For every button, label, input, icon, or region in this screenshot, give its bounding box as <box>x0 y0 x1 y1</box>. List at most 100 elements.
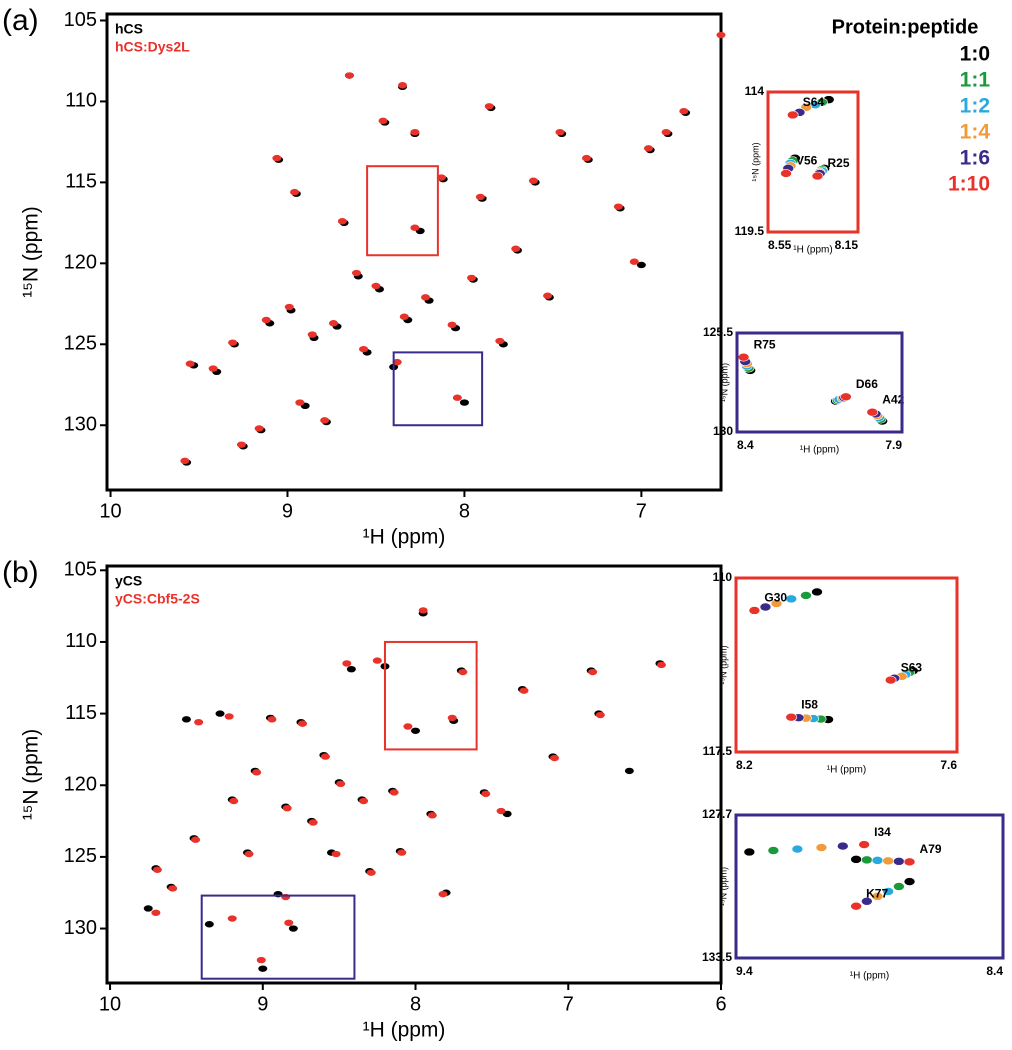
peak <box>290 188 300 196</box>
peak <box>342 660 352 667</box>
peak <box>284 303 294 311</box>
peak <box>661 128 671 136</box>
peak <box>389 789 399 796</box>
peak <box>258 965 268 972</box>
titration-peak <box>858 840 870 849</box>
y-tick-label: 125 <box>64 845 97 867</box>
peak <box>613 203 623 210</box>
peak <box>543 292 553 299</box>
peak <box>331 850 341 858</box>
legend-entry: 1:4 <box>960 121 991 144</box>
titration-peak <box>893 857 905 866</box>
x-tick-label: 8 <box>459 500 470 522</box>
peak <box>636 261 646 269</box>
x-axis-label: ¹H (ppm) <box>850 971 889 982</box>
y-axis-label: ¹⁵N (ppm) <box>718 867 728 906</box>
peak <box>447 714 457 722</box>
peak <box>421 294 431 301</box>
peak <box>256 956 266 964</box>
legend-title: Protein:peptide <box>832 16 979 38</box>
peak <box>351 269 361 277</box>
peak <box>288 925 298 932</box>
y-tick-label: 130 <box>713 424 733 438</box>
x-axis-label: ¹H (ppm) <box>363 1019 446 1042</box>
peak-label: A79 <box>920 842 942 856</box>
peak-label: A42 <box>882 392 904 406</box>
titration-peak <box>785 712 798 722</box>
y-axis-label: ¹⁵N (ppm) <box>750 142 760 181</box>
peak-label: V56 <box>796 154 818 168</box>
peak-label: S63 <box>901 660 923 674</box>
peak <box>447 321 457 329</box>
peak <box>410 128 420 136</box>
peak-label: I34 <box>874 825 891 839</box>
titration-peak <box>780 169 792 178</box>
x-tick-label: 10 <box>99 993 121 1015</box>
peak-label: R25 <box>828 156 850 170</box>
peak <box>191 836 201 843</box>
peak <box>397 849 407 856</box>
panel-label: (b) <box>2 556 39 589</box>
peak <box>181 716 191 723</box>
peak <box>346 665 356 673</box>
peak <box>399 313 409 320</box>
peak <box>588 668 598 676</box>
titration-peak <box>811 587 823 597</box>
y-tick-label: 133.5 <box>702 950 732 964</box>
peak <box>320 417 330 424</box>
y-tick-label: 115 <box>65 702 97 724</box>
peak <box>528 177 538 184</box>
inset-frame <box>735 331 904 434</box>
peak <box>403 723 413 730</box>
x-tick-label: 6 <box>715 993 726 1015</box>
zoom-box <box>383 640 478 751</box>
inset-frame <box>734 576 959 754</box>
y-tick-label: 117.5 <box>703 744 733 758</box>
peak <box>436 174 446 181</box>
x-tick-label: 8 <box>410 993 421 1015</box>
zoom-box <box>392 351 484 427</box>
peak <box>336 780 346 788</box>
peak <box>629 258 639 265</box>
peak <box>236 441 246 448</box>
titration-peak <box>791 844 804 854</box>
peak <box>151 909 161 916</box>
inset-frame <box>766 90 860 234</box>
y-tick-label: 110 <box>65 90 97 112</box>
titration-peak <box>748 606 761 615</box>
titration-peak <box>861 855 873 865</box>
y-tick-label: 125 <box>64 333 97 355</box>
peak <box>267 716 277 723</box>
titration-peak <box>811 171 824 181</box>
x-tick-label: 8.2 <box>736 758 753 772</box>
peak <box>168 885 178 892</box>
y-axis-label: ¹⁵N (ppm) <box>719 363 729 402</box>
peak <box>254 425 264 432</box>
peak <box>229 797 239 805</box>
peak <box>459 399 469 406</box>
peak <box>458 668 468 676</box>
peak <box>284 919 294 927</box>
zoom-box <box>200 894 356 980</box>
y-tick-label: 115 <box>65 171 97 193</box>
y-tick-label: 114 <box>745 84 765 98</box>
y-tick-label: 130 <box>64 414 97 436</box>
titration-peak <box>786 110 799 120</box>
titration-peak <box>903 857 916 867</box>
x-tick-label: 10 <box>99 500 121 522</box>
titration-peak <box>893 882 905 891</box>
peak <box>411 727 421 734</box>
x-axis-label: ¹H (ppm) <box>793 245 832 256</box>
peak <box>308 819 318 826</box>
peak <box>392 358 402 366</box>
y-tick-label: 120 <box>64 252 97 274</box>
titration-peak <box>882 856 894 866</box>
peak <box>282 804 292 812</box>
peak <box>496 807 506 815</box>
x-tick-label: 8.4 <box>986 964 1003 978</box>
peak <box>643 145 653 152</box>
peak <box>366 869 376 876</box>
peak <box>307 331 317 338</box>
legend-entry: 1:2 <box>960 95 990 118</box>
